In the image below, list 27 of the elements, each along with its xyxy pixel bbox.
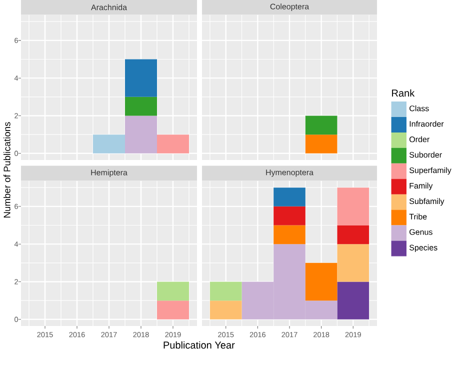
legend-label: Genus xyxy=(410,229,432,235)
y-axis-title: Number of Publications xyxy=(4,122,10,218)
chart-title: Coleoptera xyxy=(270,3,310,11)
legend-label: Infraorder xyxy=(410,120,444,127)
bar xyxy=(337,225,370,244)
legend-label: Order xyxy=(410,136,430,142)
legend-label: Class xyxy=(410,105,429,112)
bar xyxy=(337,188,370,226)
bar xyxy=(274,188,306,206)
chart-title: Arachnida xyxy=(91,4,128,10)
legend-label: Family xyxy=(410,182,433,190)
bar xyxy=(337,244,370,282)
chart-title: Hymenoptera xyxy=(266,170,314,177)
bar xyxy=(274,206,306,226)
legend-label: Tribe xyxy=(409,214,427,220)
x-axis-title: Publication Year xyxy=(164,341,235,349)
legend-label: Species xyxy=(409,244,438,252)
legend-label: Subfamily xyxy=(409,198,444,206)
legend-label: Superfamily xyxy=(409,167,452,175)
bar xyxy=(305,262,338,301)
bar xyxy=(210,282,242,301)
legend-label: Suborder xyxy=(409,152,442,158)
chart-title: Hemiptera xyxy=(91,169,128,177)
legend-title: Rank xyxy=(392,89,415,97)
bar xyxy=(337,282,370,320)
bar xyxy=(274,225,306,244)
bar xyxy=(210,300,242,320)
